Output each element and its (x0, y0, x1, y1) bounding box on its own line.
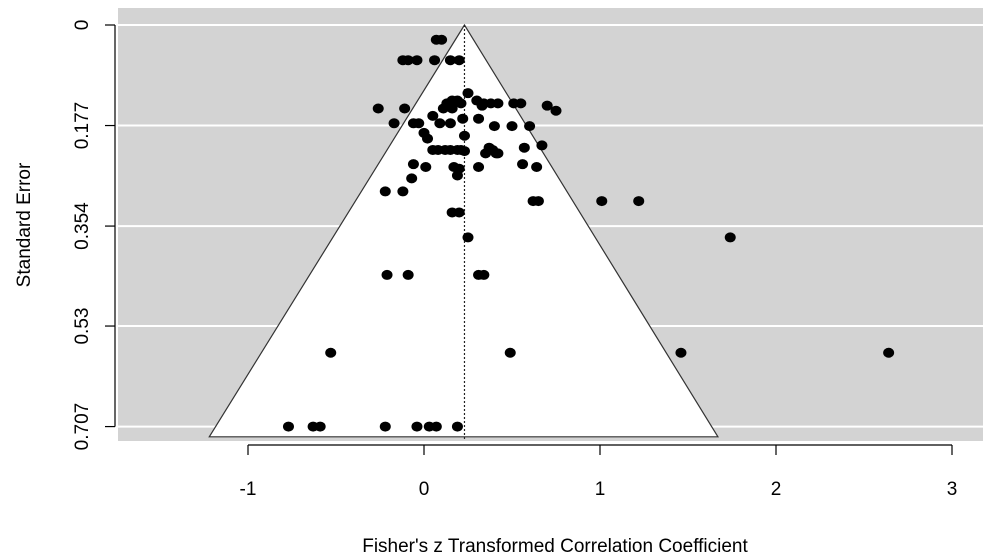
data-point-29 (489, 121, 500, 131)
data-point-77 (325, 348, 336, 358)
data-point-71 (463, 232, 474, 242)
data-point-1 (436, 35, 447, 45)
data-point-83 (315, 422, 326, 432)
data-point-4 (411, 55, 422, 65)
data-point-61 (406, 173, 417, 183)
data-point-55 (420, 162, 431, 172)
data-point-59 (517, 159, 528, 169)
y-tick-label: 0.177 (72, 102, 93, 150)
data-point-51 (492, 148, 503, 158)
data-point-87 (431, 422, 442, 432)
data-point-22 (399, 103, 410, 113)
y-tick-label: 0.354 (72, 202, 93, 250)
data-point-84 (380, 422, 391, 432)
data-point-18 (515, 98, 526, 108)
y-tick-label: 0 (72, 20, 93, 31)
data-point-66 (533, 196, 544, 206)
x-axis: -1 0 1 2 3 (240, 445, 958, 500)
x-tick-label: 0 (419, 479, 430, 500)
data-point-20 (551, 106, 562, 116)
data-point-54 (408, 159, 419, 169)
data-point-30 (507, 121, 518, 131)
x-tick-label: -1 (240, 479, 257, 500)
data-point-67 (596, 196, 607, 206)
data-point-73 (382, 270, 393, 280)
data-point-27 (457, 114, 468, 124)
data-point-74 (403, 270, 414, 280)
data-point-81 (283, 422, 294, 432)
y-axis: 0 0.177 0.354 0.53 0.707 (72, 20, 115, 451)
data-point-78 (505, 348, 516, 358)
data-point-72 (725, 232, 736, 242)
data-point-25 (477, 101, 488, 111)
data-point-8 (463, 88, 474, 98)
data-point-24 (447, 103, 458, 113)
data-point-88 (452, 422, 463, 432)
data-point-63 (380, 186, 391, 196)
data-point-85 (411, 422, 422, 432)
data-point-35 (434, 118, 445, 128)
data-point-31 (524, 121, 535, 131)
data-point-39 (459, 131, 470, 141)
data-point-46 (459, 146, 470, 156)
data-point-7 (454, 55, 465, 65)
data-point-32 (389, 118, 400, 128)
data-point-64 (397, 186, 408, 196)
data-point-28 (473, 114, 484, 124)
y-axis-title: Standard Error (14, 162, 35, 287)
data-point-58 (473, 162, 484, 172)
x-tick-label: 2 (771, 479, 782, 500)
data-point-52 (519, 143, 530, 153)
data-point-68 (633, 196, 644, 206)
data-point-80 (883, 348, 894, 358)
x-tick-label: 1 (595, 479, 606, 500)
data-point-76 (478, 270, 489, 280)
data-point-5 (429, 55, 440, 65)
y-tick-label: 0.53 (72, 308, 93, 345)
data-point-50 (480, 148, 491, 158)
data-point-21 (373, 103, 384, 113)
data-point-16 (492, 98, 503, 108)
data-point-34 (408, 118, 419, 128)
data-point-79 (675, 348, 686, 358)
data-point-60 (531, 162, 542, 172)
data-point-70 (454, 207, 465, 217)
y-tick-label: 0.707 (72, 403, 93, 451)
x-tick-label: 3 (947, 479, 958, 500)
data-point-36 (445, 118, 456, 128)
data-point-53 (536, 140, 547, 150)
data-point-38 (422, 134, 433, 144)
x-axis-title: Fisher's z Transformed Correlation Coeff… (362, 536, 748, 557)
data-point-62 (452, 171, 463, 181)
